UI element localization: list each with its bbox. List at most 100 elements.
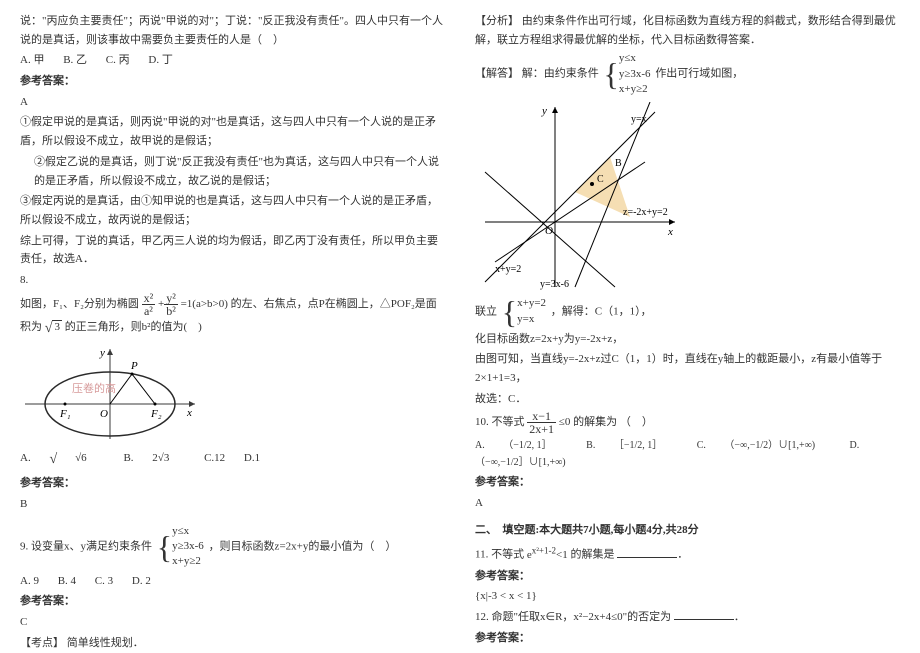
jieda-line: 【解答】 解：由约束条件 { y≤x y≥3x-6 x+y≥2 作出可行域如图， <box>475 51 900 97</box>
choice-c: C. 丙 <box>106 54 130 66</box>
sqrt3: 3 <box>52 320 62 333</box>
q8-choice-c: C.12 <box>204 452 225 464</box>
svg-text:O: O <box>545 225 553 237</box>
q8-number: 8. <box>20 271 445 290</box>
q8-choices: A. √√6 B. 2√3 C.12 D.1 <box>20 448 445 472</box>
svg-text:F₂: F₂ <box>150 408 162 420</box>
q11-b: 的解集是 <box>570 549 614 561</box>
q10-choice-c: C. （−∞,−1/2）∪[1,+∞) <box>697 440 831 451</box>
answer-label-8: 参考答案： <box>20 474 445 493</box>
fenxi-text: 由约束条件作出可行域，化目标函数为直线方程的斜截式，数形结合得到最优解，联立方程… <box>475 15 896 46</box>
fenxi: 【分析】 由约束条件作出可行域，化目标函数为直线方程的斜截式，数形结合得到最优解… <box>475 12 900 49</box>
q11-stem: 11. 不等式 ex²+1-2<1 的解集是 ． <box>475 543 900 564</box>
q-choices: A. 甲 B. 乙 C. 丙 D. 丁 <box>20 51 445 70</box>
svg-text:F₁: F₁ <box>59 408 71 420</box>
svg-text:x: x <box>667 226 673 238</box>
lianli-cases: { x+y=2 y=x <box>502 296 546 328</box>
q11-exp: ex²+1-2<1 <box>527 549 568 561</box>
svg-text:O: O <box>100 408 108 420</box>
svg-text:压卷的高: 压卷的高 <box>72 381 116 395</box>
q8-text-c: 的正三角形，则b²的值为( ) <box>65 321 202 333</box>
q9-cases: { y≤x y≥3x-6 x+y≥2 <box>157 524 204 570</box>
answer-9: C <box>20 613 445 632</box>
q9-choice-a: A. 9 <box>20 575 39 587</box>
q9-choices: A. 9 B. 4 C. 3 D. 2 <box>20 572 445 591</box>
fenxi-label: 【分析】 <box>475 15 519 27</box>
jieda-a: 解：由约束条件 <box>522 68 599 80</box>
q9-choice-c: C. 3 <box>95 575 113 587</box>
q-stem: 说："丙应负主要责任"；丙说"甲说的对"；丁说："反正我没有责任"。四人中只有一… <box>20 12 445 49</box>
q10-c: （ ） <box>620 416 653 428</box>
q9-number: 9. <box>20 540 31 552</box>
lianli-a: 联立 <box>475 305 497 317</box>
q8-choice-d: D.1 <box>244 452 260 464</box>
choice-d: D. 丁 <box>148 54 172 66</box>
lianli: 联立 { x+y=2 y=x ，解得：C（1，1）， <box>475 296 900 328</box>
step4: 由图可知，当直线y=-2x+z过C（1，1）时，直线在y轴上的截距最小，z有最小… <box>475 350 900 387</box>
kaodian-text: 简单线性规划． <box>67 637 144 649</box>
q10-frac: x−1 2x+1 <box>527 410 556 435</box>
answer-11: {x|-3 < x < 1} <box>475 587 900 606</box>
right-column: 【分析】 由约束条件作出可行域，化目标函数为直线方程的斜截式，数形结合得到最优解… <box>475 10 900 641</box>
jieda-label: 【解答】 <box>475 68 519 80</box>
q10-b: 的解集为 <box>573 416 617 428</box>
section-fill-title: 二、 填空题:本大题共7小题,每小题4分,共28分 <box>475 521 900 540</box>
q9-text-a: 设变量x、y满足约束条件 <box>31 540 152 552</box>
answer-label: 参考答案： <box>20 72 445 91</box>
step5: 故选：C． <box>475 390 900 409</box>
jieda-b: 作出可行域如图， <box>655 68 743 80</box>
ellipse-frac-x: x²a² <box>142 292 156 317</box>
q8-choice-a: A. √√6 <box>20 452 105 464</box>
svg-text:P: P <box>130 360 138 372</box>
q8-text-a: 如图，F₁、F₂分别为椭圆 <box>20 298 139 310</box>
choice-a: A. 甲 <box>20 54 44 66</box>
explain-4: 综上可得，丁说的真话，甲乙丙三人说的均为假话，即乙丙丁没有责任，所以甲负主要责任… <box>20 232 445 269</box>
q10-le: ≤0 <box>559 416 571 428</box>
svg-text:x+y=2: x+y=2 <box>495 264 521 275</box>
document-page: 说："丙应负主要责任"；丙说"甲说的对"；丁说："反正我没有责任"。四人中只有一… <box>0 0 920 651</box>
answer-label-12: 参考答案： <box>475 629 900 648</box>
jieda-cases: { y≤x y≥3x-6 x+y≥2 <box>604 51 651 97</box>
q12-number: 12. <box>475 611 489 623</box>
q9-choice-b: B. 4 <box>58 575 76 587</box>
kaodian-label: 【考点】 <box>20 637 64 649</box>
q11-a: 不等式 <box>491 549 524 561</box>
step3: 化目标函数z=2x+y为y=-2x+z， <box>475 330 900 349</box>
svg-text:y=3x-6: y=3x-6 <box>540 279 569 290</box>
svg-text:x: x <box>186 407 192 419</box>
svg-text:C: C <box>597 174 604 185</box>
answer-10: A <box>475 494 900 513</box>
lianli-b: ，解得：C（1，1）， <box>551 305 652 317</box>
q9-choice-d: D. 2 <box>132 575 151 587</box>
explain-3: ③假定丙说的是真话，由①知甲说的也是真话，这与四人中只有一个人说的是正矛盾，所以… <box>20 192 445 229</box>
ellipse-figure: P F₁ F₂ O x y 压卷的高 <box>20 344 445 444</box>
q10-choices: A. （−1/2, 1］ B. ［−1/2, 1］ C. （−∞,−1/2）∪[… <box>475 437 900 471</box>
answer-label-11: 参考答案： <box>475 567 900 586</box>
answer-label-9: 参考答案： <box>20 592 445 611</box>
q10-choice-b: B. ［−1/2, 1］ <box>586 440 678 451</box>
feasible-region-figure: O x y y=x z=-2x+y=2 y=3x-6 x+y=2 C B <box>475 102 900 292</box>
q8-choice-b: B. 2√3 <box>123 452 185 464</box>
svg-text:B: B <box>615 158 622 169</box>
explain-1: ①假定甲说的是真话，则丙说"甲说的对"也是真话，这与四人中只有一个人说的是正矛盾… <box>20 113 445 150</box>
q9-stem: 9. 设变量x、y满足约束条件 { y≤x y≥3x-6 x+y≥2 ，则目标函… <box>20 524 445 570</box>
q12-blank <box>674 609 734 620</box>
q11-number: 11. <box>475 549 488 561</box>
q12-a: 命题"任取x∈R，x²−2x+4≤0"的否定为 <box>492 611 672 623</box>
explain-2: ②假定乙说的是真话，则丁说"反正我没有责任"也为真话，这与四人中只有一个人说的是… <box>20 153 445 190</box>
svg-text:y: y <box>99 347 105 359</box>
q11-blank <box>617 547 677 558</box>
q10-number: 10. <box>475 416 489 428</box>
answer-8: B <box>20 495 445 514</box>
q10-a: 不等式 <box>492 416 525 428</box>
q9-text-b: ，则目标函数z=2x+y的最小值为（ ） <box>209 540 397 552</box>
answer-value: A <box>20 93 445 112</box>
answer-label-10: 参考答案： <box>475 473 900 492</box>
choice-b: B. 乙 <box>63 54 87 66</box>
q12-stem: 12. 命题"任取x∈R，x²−2x+4≤0"的否定为 ． <box>475 608 900 627</box>
q10-stem: 10. 不等式 x−1 2x+1 ≤0 的解集为 （ ） <box>475 410 900 435</box>
q10-choice-a: A. （−1/2, 1］ <box>475 440 568 451</box>
ellipse-frac-y: y²b² <box>164 292 178 317</box>
svg-text:y=x: y=x <box>631 114 647 125</box>
q8-stem: 如图，F₁、F₂分别为椭圆 x²a² +y²b² =1(a>b>0) 的左、右焦… <box>20 292 445 341</box>
